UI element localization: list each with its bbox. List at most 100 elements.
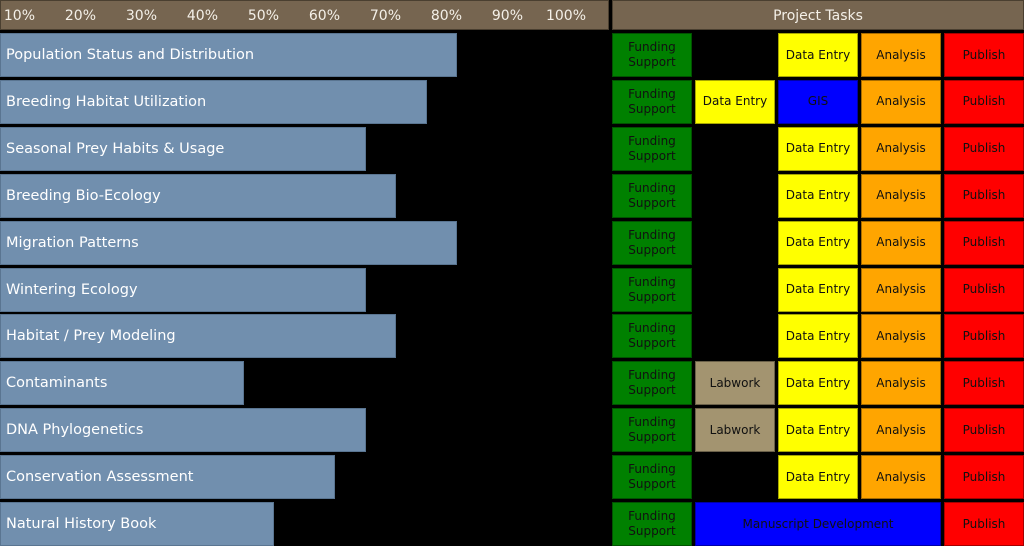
task-label: Funding Support bbox=[628, 462, 676, 492]
task-label: Labwork bbox=[709, 375, 761, 390]
task-cell-analysis: Analysis bbox=[861, 79, 941, 124]
task-cell-publish: Publish bbox=[944, 408, 1024, 453]
progress-bar bbox=[0, 79, 427, 124]
category-label: Breeding Bio-Ecology bbox=[6, 187, 161, 204]
task-cell-funding: Funding Support bbox=[612, 220, 692, 265]
axis-tick-label: 40% bbox=[186, 8, 218, 24]
task-label: Data Entry bbox=[785, 375, 851, 390]
task-cell-publish: Publish bbox=[944, 361, 1024, 406]
task-cell-funding: Funding Support bbox=[612, 79, 692, 124]
task-cell-publish: Publish bbox=[944, 33, 1024, 77]
task-label: Publish bbox=[962, 375, 1006, 390]
progress-bar bbox=[0, 220, 457, 265]
progress-bar bbox=[0, 33, 457, 77]
task-label: Publish bbox=[962, 188, 1006, 203]
task-label: Manuscript Development bbox=[742, 516, 894, 531]
progress-bar bbox=[0, 173, 396, 218]
axis-tick-label: 50% bbox=[247, 8, 279, 24]
task-label: Data Entry bbox=[785, 235, 851, 250]
task-cell-analysis: Analysis bbox=[861, 455, 941, 500]
category-label: Seasonal Prey Habits & Usage bbox=[6, 140, 225, 157]
task-cell-funding: Funding Support bbox=[612, 126, 692, 171]
task-cell-data: Data Entry bbox=[778, 126, 858, 171]
task-cell-manuscript: Manuscript Development bbox=[695, 502, 941, 546]
task-cell-labwork: Labwork bbox=[695, 361, 775, 406]
task-label: Publish bbox=[962, 282, 1006, 296]
category-label: Wintering Ecology bbox=[6, 281, 138, 298]
task-cell-publish: Publish bbox=[944, 502, 1024, 546]
task-label: Funding Support bbox=[628, 40, 676, 69]
task-cell-data: Data Entry bbox=[778, 33, 858, 77]
task-label: Analysis bbox=[876, 328, 926, 343]
task-label: Funding Support bbox=[628, 86, 676, 116]
axis-tick-label: 80% bbox=[430, 8, 462, 24]
task-cell-funding: Funding Support bbox=[612, 33, 692, 77]
task-cell-data: Data Entry bbox=[778, 267, 858, 312]
task-cell-publish: Publish bbox=[944, 79, 1024, 124]
category-label: Population Status and Distribution bbox=[6, 47, 255, 63]
task-cell-funding: Funding Support bbox=[612, 267, 692, 312]
task-label: Publish bbox=[962, 235, 1006, 250]
task-cell-funding: Funding Support bbox=[612, 314, 692, 359]
task-cell-data: Data Entry bbox=[778, 455, 858, 500]
progress-bar bbox=[0, 408, 366, 453]
task-cell-analysis: Analysis bbox=[861, 220, 941, 265]
task-label: Data Entry bbox=[785, 282, 851, 296]
task-label: Funding Support bbox=[628, 133, 676, 163]
task-label: Analysis bbox=[876, 94, 926, 109]
task-label: Analysis bbox=[876, 188, 926, 203]
task-label: Funding Support bbox=[628, 415, 676, 445]
task-label: Publish bbox=[962, 516, 1006, 531]
task-label: Data Entry bbox=[785, 188, 851, 203]
project-tasks-header: Project Tasks bbox=[612, 0, 1024, 30]
task-label: Data Entry bbox=[785, 422, 851, 437]
axis-tick-label: 20% bbox=[64, 8, 96, 24]
task-label: Publish bbox=[962, 422, 1006, 437]
task-cell-publish: Publish bbox=[944, 267, 1024, 312]
task-cell-funding: Funding Support bbox=[612, 408, 692, 453]
task-label: Publish bbox=[962, 469, 1006, 484]
task-label: Analysis bbox=[876, 235, 926, 250]
axis-tick-label: 90% bbox=[491, 8, 523, 24]
task-label: GIS bbox=[807, 94, 829, 109]
task-cell-analysis: Analysis bbox=[861, 361, 941, 406]
task-cell-analysis: Analysis bbox=[861, 408, 941, 453]
task-label: Publish bbox=[962, 94, 1006, 109]
category-label: Natural History Book bbox=[6, 516, 157, 532]
task-cell-funding: Funding Support bbox=[612, 455, 692, 500]
progress-bar bbox=[0, 314, 396, 359]
axis-tick-label: 60% bbox=[308, 8, 340, 24]
task-label: Funding Support bbox=[628, 321, 676, 351]
task-cell-funding: Funding Support bbox=[612, 502, 692, 546]
task-cell-publish: Publish bbox=[944, 173, 1024, 218]
task-label: Publish bbox=[962, 47, 1006, 62]
task-label: Funding Support bbox=[628, 227, 676, 257]
progress-bar bbox=[0, 267, 366, 312]
task-cell-data: Data Entry bbox=[695, 79, 775, 124]
axis-tick-label: 70% bbox=[369, 8, 401, 24]
task-cell-gis: GIS bbox=[778, 79, 858, 124]
task-cell-analysis: Analysis bbox=[861, 126, 941, 171]
task-label: Analysis bbox=[876, 469, 926, 484]
task-cell-labwork: Labwork bbox=[695, 408, 775, 453]
task-label: Funding Support bbox=[628, 509, 676, 538]
progress-bar bbox=[0, 126, 366, 171]
axis-tick-label: 100% bbox=[545, 8, 586, 24]
task-cell-data: Data Entry bbox=[778, 220, 858, 265]
category-label: Migration Patterns bbox=[6, 234, 139, 251]
task-cell-data: Data Entry bbox=[778, 361, 858, 406]
category-label: Breeding Habitat Utilization bbox=[6, 93, 207, 110]
task-label: Funding Support bbox=[628, 368, 676, 398]
task-label: Data Entry bbox=[785, 47, 851, 62]
task-label: Data Entry bbox=[785, 328, 851, 343]
category-label: Conservation Assessment bbox=[6, 469, 194, 486]
task-cell-publish: Publish bbox=[944, 455, 1024, 500]
task-cell-publish: Publish bbox=[944, 220, 1024, 265]
task-label: Analysis bbox=[876, 141, 926, 156]
task-cell-funding: Funding Support bbox=[612, 361, 692, 406]
task-label: Data Entry bbox=[702, 94, 768, 109]
task-label: Data Entry bbox=[785, 469, 851, 484]
category-label: Contaminants bbox=[6, 375, 108, 392]
progress-axis-header: 10% 20% 30% 40% 50% 60% 70% 80% 90% 100% bbox=[0, 0, 609, 30]
progress-bar bbox=[0, 361, 244, 406]
